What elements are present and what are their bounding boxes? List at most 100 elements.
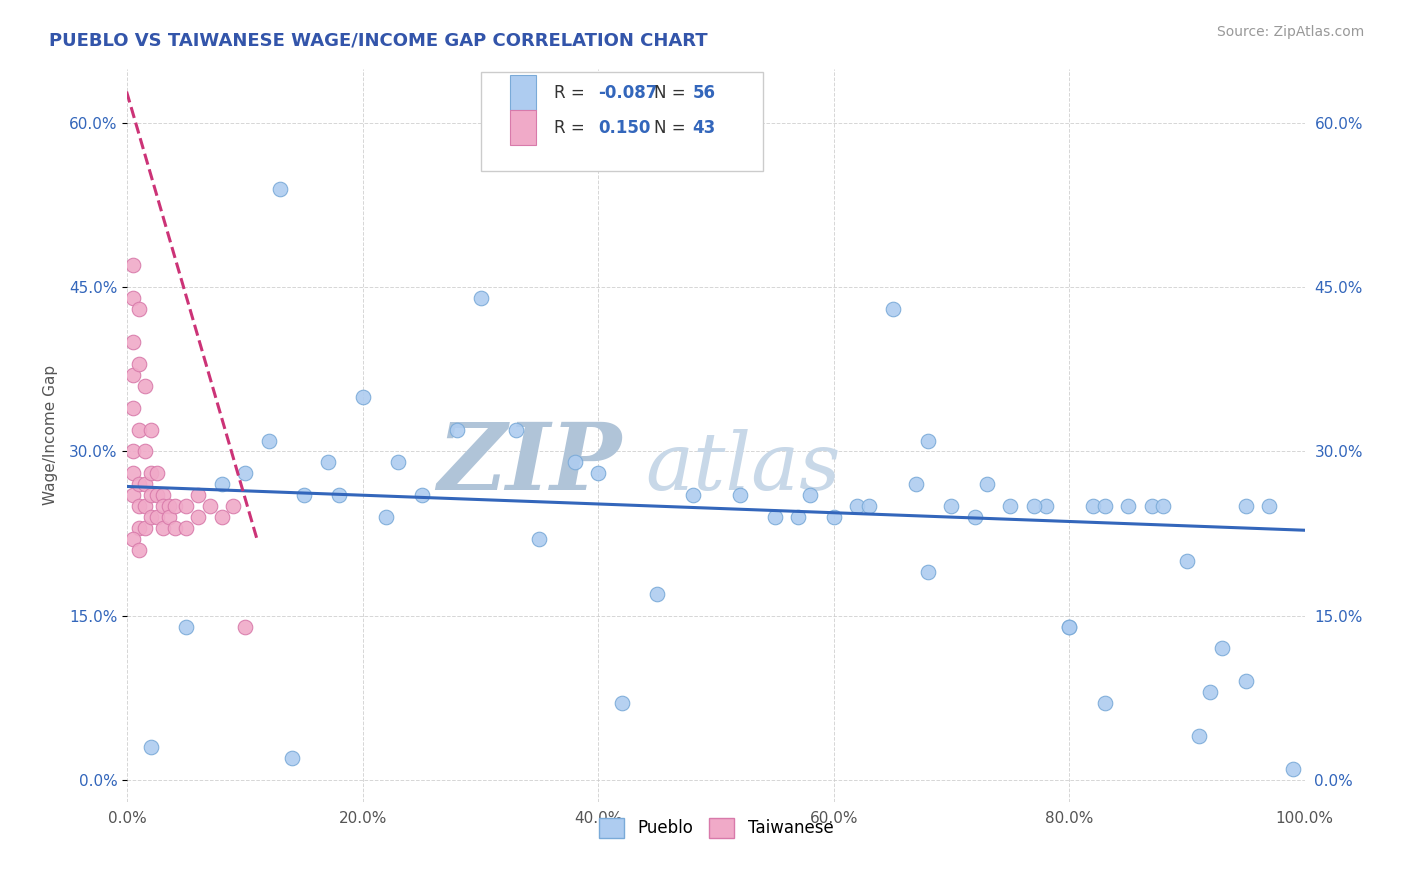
Point [139, 467, 162, 481]
Point [505, 423, 527, 437]
Point [176, 521, 198, 535]
Point [163, 521, 186, 535]
Point [1234, 674, 1257, 689]
Point [1234, 499, 1257, 513]
Text: -0.087: -0.087 [599, 84, 658, 102]
Point [763, 510, 786, 524]
Point [139, 488, 162, 502]
Point [176, 619, 198, 633]
Point [905, 477, 928, 491]
Point [728, 488, 751, 502]
Text: 43: 43 [693, 119, 716, 136]
FancyBboxPatch shape [510, 75, 536, 111]
Text: R =: R = [554, 84, 589, 102]
Point [1022, 499, 1045, 513]
Point [257, 434, 280, 448]
Point [211, 477, 233, 491]
Legend: Pueblo, Taiwanese: Pueblo, Taiwanese [592, 811, 841, 845]
Text: R =: R = [554, 119, 589, 136]
Point [146, 510, 169, 524]
Point [564, 455, 586, 469]
Point [375, 510, 398, 524]
Y-axis label: Wage/Income Gap: Wage/Income Gap [44, 365, 58, 505]
Point [823, 510, 845, 524]
Point [128, 477, 150, 491]
Text: ZIP: ZIP [437, 419, 621, 509]
Point [134, 477, 156, 491]
Text: Source: ZipAtlas.com: Source: ZipAtlas.com [1216, 25, 1364, 39]
Point [610, 696, 633, 710]
Point [122, 334, 145, 349]
Point [917, 565, 939, 579]
Point [446, 423, 468, 437]
FancyBboxPatch shape [510, 111, 536, 145]
Point [198, 499, 221, 513]
Point [122, 291, 145, 305]
Point [157, 510, 180, 524]
Text: PUEBLO VS TAIWANESE WAGE/INCOME GAP CORRELATION CHART: PUEBLO VS TAIWANESE WAGE/INCOME GAP CORR… [49, 31, 707, 49]
Point [128, 302, 150, 317]
Point [1116, 499, 1139, 513]
Point [846, 499, 869, 513]
Point [1081, 499, 1104, 513]
Point [1188, 729, 1211, 743]
Point [122, 444, 145, 458]
Point [233, 467, 256, 481]
Point [146, 488, 169, 502]
Point [917, 434, 939, 448]
Point [858, 499, 880, 513]
Point [1199, 685, 1222, 699]
Point [122, 532, 145, 546]
Point [222, 499, 245, 513]
Point [139, 739, 162, 754]
Point [128, 357, 150, 371]
Text: 56: 56 [693, 84, 716, 102]
Point [1057, 619, 1080, 633]
Point [941, 499, 963, 513]
Point [128, 521, 150, 535]
Point [963, 510, 986, 524]
Point [122, 488, 145, 502]
Point [139, 510, 162, 524]
Point [152, 499, 174, 513]
Point [281, 751, 304, 765]
Point [134, 379, 156, 393]
Point [1035, 499, 1057, 513]
Point [122, 259, 145, 273]
Point [682, 488, 704, 502]
Point [152, 488, 174, 502]
Point [128, 499, 150, 513]
Point [1282, 762, 1305, 776]
Point [588, 467, 610, 481]
Text: atlas: atlas [645, 429, 841, 507]
Point [176, 499, 198, 513]
Point [1000, 499, 1022, 513]
Point [529, 532, 551, 546]
Point [157, 499, 180, 513]
Point [122, 368, 145, 382]
Point [411, 488, 433, 502]
Point [1175, 554, 1198, 568]
Point [882, 302, 904, 317]
Point [1094, 499, 1116, 513]
Point [470, 291, 492, 305]
Point [1152, 499, 1174, 513]
Point [328, 488, 350, 502]
Point [1140, 499, 1163, 513]
Point [187, 488, 209, 502]
Point [799, 488, 821, 502]
Point [134, 444, 156, 458]
Point [292, 488, 315, 502]
Point [134, 521, 156, 535]
Point [233, 619, 256, 633]
Point [645, 587, 668, 601]
Point [146, 467, 169, 481]
Point [1211, 641, 1233, 656]
Point [122, 401, 145, 415]
Point [1094, 696, 1116, 710]
Point [128, 423, 150, 437]
Point [976, 477, 998, 491]
Point [211, 510, 233, 524]
Point [269, 182, 291, 196]
Point [134, 499, 156, 513]
